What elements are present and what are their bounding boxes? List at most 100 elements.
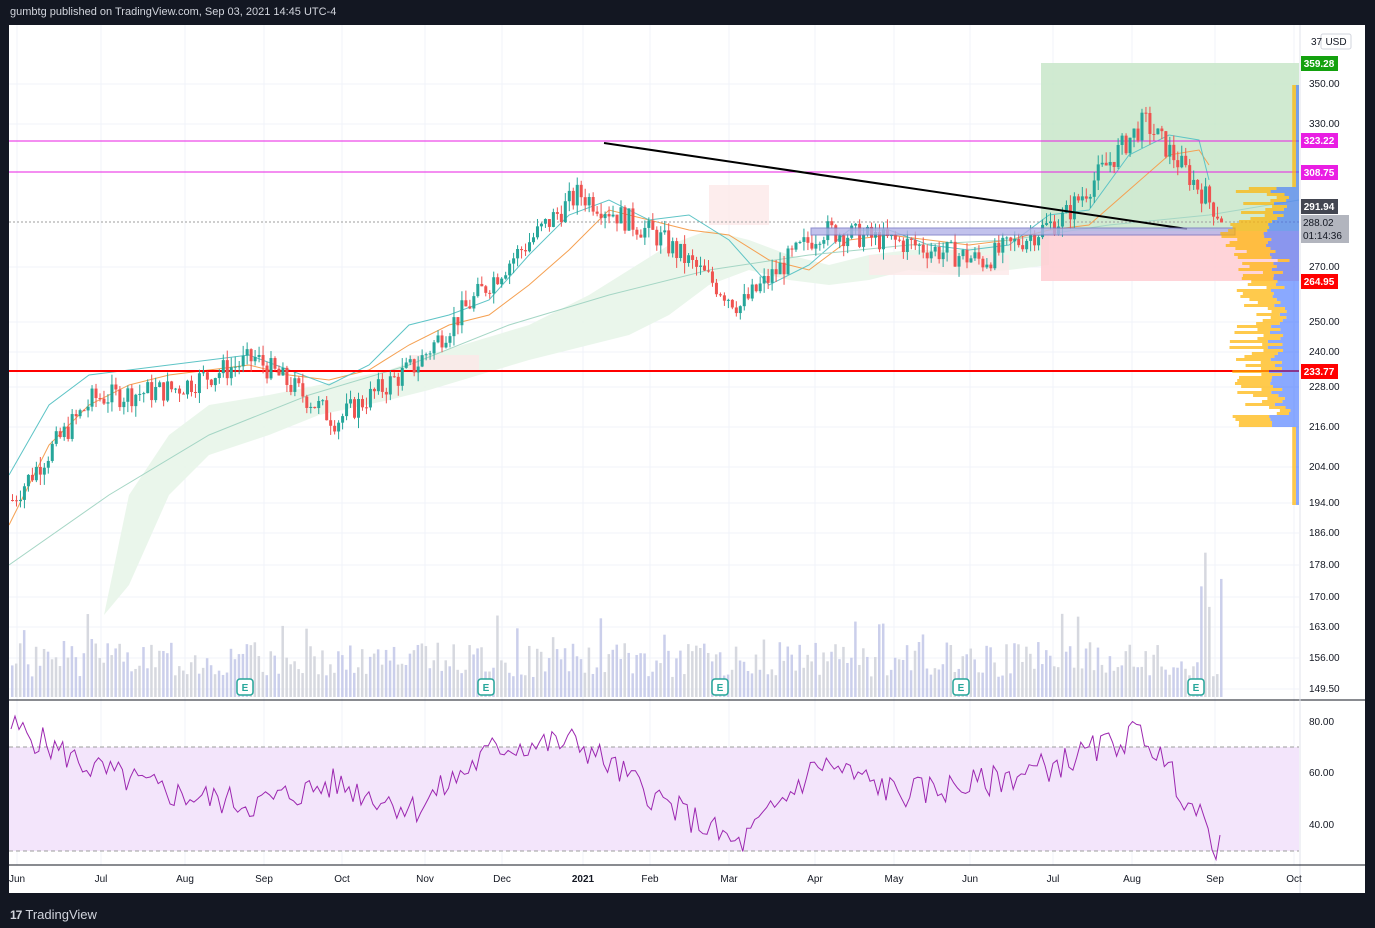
candle-body xyxy=(862,234,866,247)
candle-body xyxy=(1192,179,1196,185)
volume-bar xyxy=(1033,668,1036,697)
earnings-marker-icon[interactable] xyxy=(952,678,970,696)
candle-body xyxy=(802,237,806,242)
volume-profile-bar xyxy=(1251,352,1278,355)
candle-body xyxy=(1196,179,1200,190)
volume-profile-bar xyxy=(1292,436,1296,439)
volume-profile xyxy=(1220,85,1299,505)
candle-body xyxy=(14,500,18,502)
volume-profile-bar xyxy=(1244,304,1275,307)
candle-body xyxy=(770,269,774,283)
volume-profile-bar xyxy=(1228,229,1268,232)
volume-profile-bar xyxy=(1292,118,1296,121)
volume-bar xyxy=(360,649,364,697)
volume-profile-bar xyxy=(1295,163,1299,166)
volume-profile-bar xyxy=(1274,364,1299,367)
volume-profile-bar xyxy=(1295,178,1299,181)
candle-body xyxy=(790,248,794,250)
volume-profile-bar xyxy=(1295,493,1299,496)
volume-profile-bar xyxy=(1263,232,1299,235)
volume-profile-bar xyxy=(1239,421,1273,424)
volume-bar xyxy=(1172,667,1175,697)
volume-profile-bar xyxy=(1286,310,1299,313)
volume-bar xyxy=(607,654,611,697)
price-tick-label: 186.00 xyxy=(1309,528,1340,539)
volume-profile-bar xyxy=(1225,244,1267,247)
earnings-marker-icon[interactable] xyxy=(236,678,254,696)
volume-bar xyxy=(452,644,455,697)
candle-body xyxy=(185,380,189,395)
footer-brand[interactable]: TradingView xyxy=(25,907,97,922)
volume-profile-bar xyxy=(1292,106,1296,109)
volume-profile-bar xyxy=(1269,226,1299,229)
candle-body xyxy=(881,229,885,250)
candle-body xyxy=(166,381,170,401)
volume-profile-bar xyxy=(1292,175,1296,178)
volume-profile-bar xyxy=(1292,502,1296,505)
volume-bar xyxy=(1128,644,1132,697)
candle-body xyxy=(969,258,973,263)
volume-profile-bar xyxy=(1272,385,1299,388)
chart-svg[interactable]: E E E E E 350.00 330.00 270.00 250.00 240.00 228.… xyxy=(8,25,1365,893)
candle-body xyxy=(905,238,909,253)
time-tick-label: Sep xyxy=(1206,874,1224,885)
candle-body xyxy=(583,197,587,206)
candle-body xyxy=(778,262,782,275)
volume-profile-bar xyxy=(1295,430,1299,433)
volume-profile-bar xyxy=(1279,313,1299,316)
volume-profile-bar xyxy=(1232,226,1270,229)
earnings-marker-icon[interactable] xyxy=(711,678,729,696)
volume-profile-bar xyxy=(1292,184,1296,187)
candle-body xyxy=(480,283,484,287)
volume-profile-bar xyxy=(1270,247,1299,250)
candle-body xyxy=(842,235,846,247)
label-r2: 308.75 xyxy=(1304,168,1335,179)
candle-body xyxy=(917,244,921,246)
candle-body xyxy=(1164,131,1168,157)
candle-body xyxy=(1200,189,1204,204)
volume-bar xyxy=(90,639,94,697)
volume-profile-bar xyxy=(1249,298,1277,301)
volume-profile-bar xyxy=(1295,445,1299,448)
volume-profile-bar xyxy=(1266,193,1285,196)
volume-profile-bar xyxy=(1280,328,1299,331)
volume-bar xyxy=(249,645,253,697)
volume-bar xyxy=(26,664,30,697)
candle-body xyxy=(703,265,707,271)
volume-bar xyxy=(384,649,388,697)
rsi-line xyxy=(10,714,1221,862)
candle-body xyxy=(734,307,738,314)
volume-bar xyxy=(1220,578,1223,697)
volume-profile-bar xyxy=(1281,367,1299,370)
candle-body xyxy=(388,376,392,395)
candle-body xyxy=(201,372,205,374)
volume-bar xyxy=(102,662,105,697)
candle-body xyxy=(1108,161,1112,166)
earnings-marker-icon[interactable] xyxy=(477,678,495,696)
volume-profile-bar xyxy=(1260,361,1282,364)
volume-profile-bar xyxy=(1292,124,1296,127)
volume-profile-bar xyxy=(1234,253,1270,256)
volume-bar xyxy=(893,657,897,697)
candle-body xyxy=(1076,196,1080,201)
candle-body xyxy=(130,388,134,407)
volume-profile-bar xyxy=(1289,259,1299,262)
volume-bar xyxy=(981,672,984,697)
volume-profile-bar xyxy=(1292,430,1296,433)
volume-bar xyxy=(854,621,857,697)
volume-bar xyxy=(921,634,925,697)
candle-body xyxy=(1136,128,1140,141)
candle-body xyxy=(973,252,977,259)
volume-bar xyxy=(285,657,288,697)
volume-bar xyxy=(571,643,575,697)
volume-profile-bar xyxy=(1236,358,1271,361)
volume-bar xyxy=(730,669,734,697)
earnings-marker-icon[interactable] xyxy=(1187,678,1205,696)
volume-profile-bar xyxy=(1245,403,1275,406)
trendline xyxy=(603,142,1188,230)
volume-profile-bar xyxy=(1295,136,1299,139)
volume-bar xyxy=(396,664,400,697)
candle-body xyxy=(372,388,376,392)
candle-body xyxy=(508,263,512,276)
currency-label[interactable]: USD xyxy=(1325,37,1346,48)
